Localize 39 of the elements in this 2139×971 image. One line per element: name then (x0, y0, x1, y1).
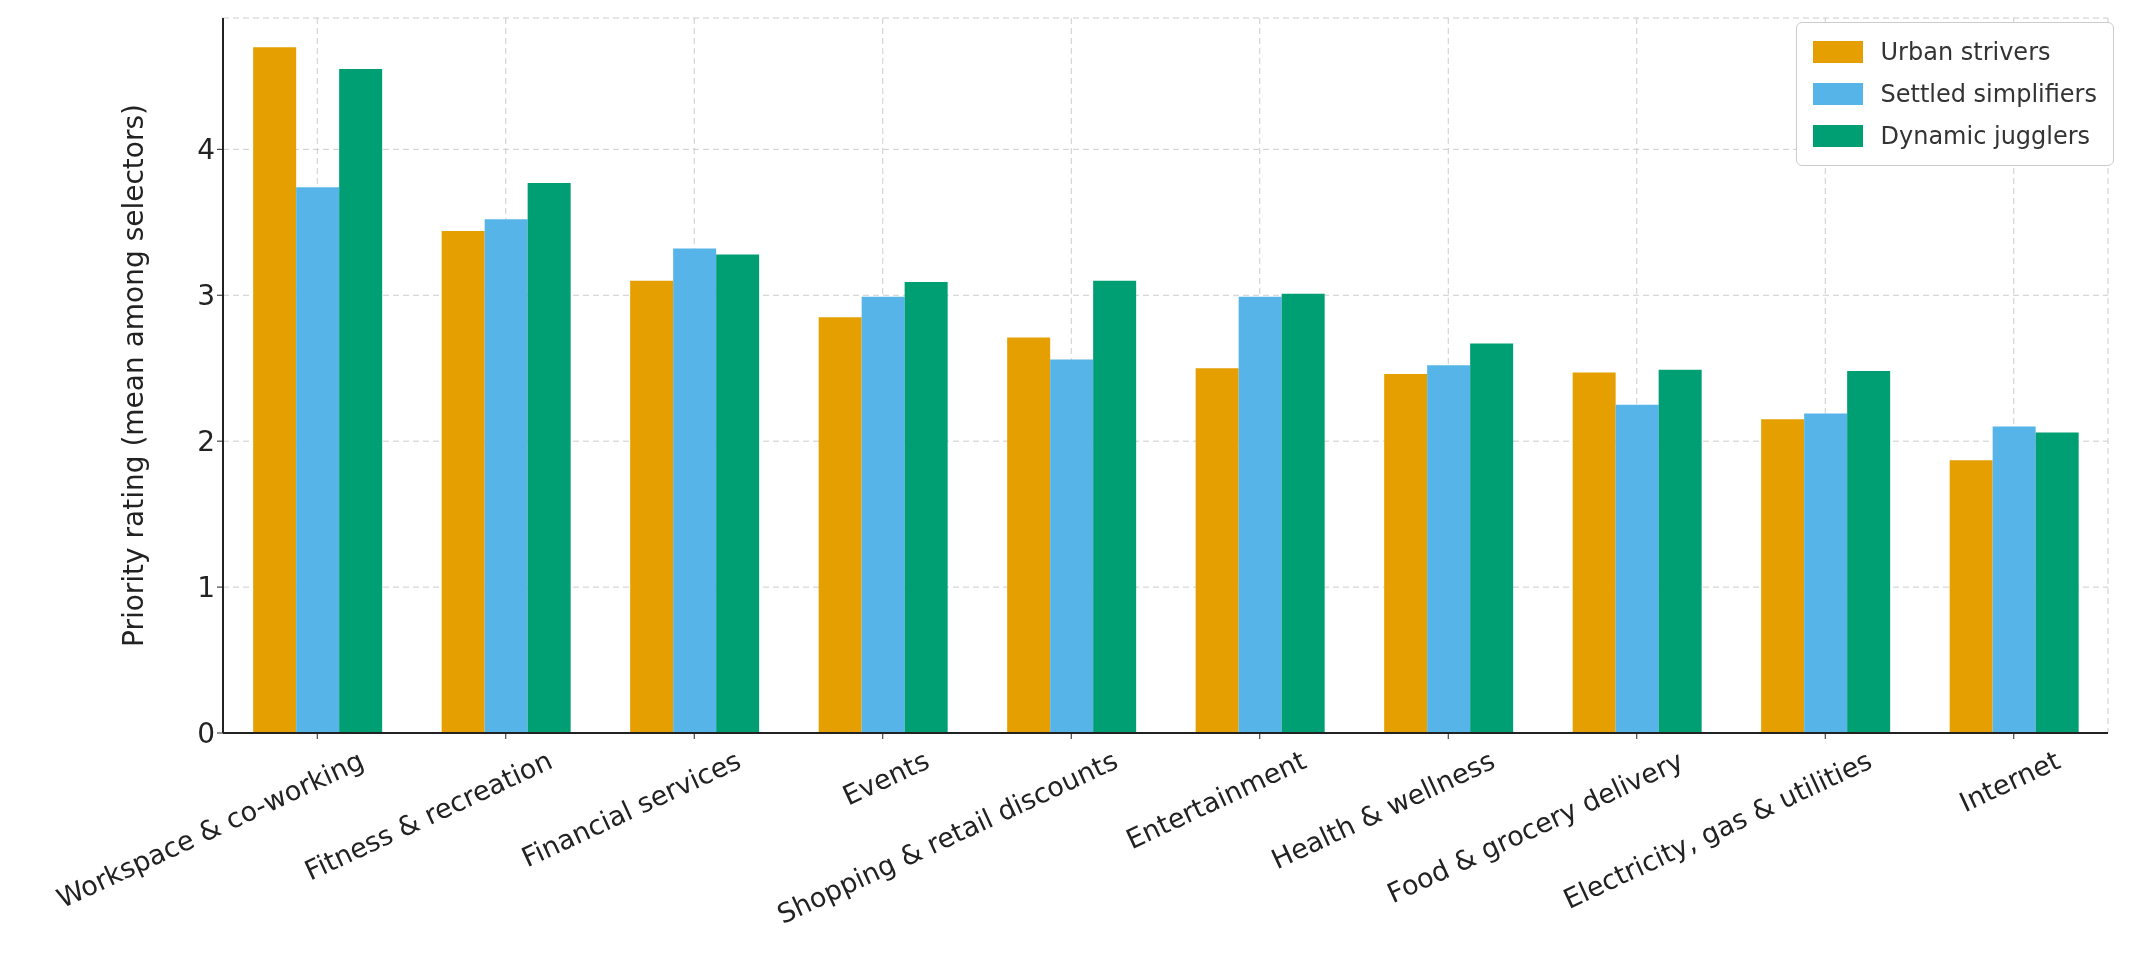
bar (630, 280, 674, 733)
bar (296, 187, 340, 733)
bar (253, 47, 297, 733)
legend-label: Urban strivers (1880, 38, 2051, 66)
bar (1384, 374, 1428, 733)
bar (1804, 413, 1848, 733)
legend-label: Dynamic jugglers (1880, 122, 2091, 150)
bar (1615, 404, 1659, 733)
bar (1761, 419, 1805, 733)
bar (484, 219, 528, 733)
bar (904, 282, 948, 733)
bar (1992, 426, 2036, 733)
bar (1093, 280, 1137, 733)
y-tick-label: 3 (197, 279, 215, 313)
y-tick-label: 4 (197, 133, 215, 167)
bar (1949, 460, 1993, 733)
bar (1195, 368, 1239, 733)
bar (1007, 337, 1051, 733)
bar (441, 231, 485, 733)
legend-label: Settled simplifiers (1880, 80, 2097, 108)
bar (339, 69, 383, 733)
bar (1470, 343, 1514, 733)
bar (673, 248, 717, 733)
bar (1281, 293, 1325, 733)
bar (716, 254, 760, 733)
bar (1658, 369, 1702, 733)
bar (818, 317, 862, 733)
y-axis-title: Priority rating (mean among selectors) (116, 104, 150, 647)
bar (1572, 372, 1616, 733)
y-tick-label: 0 (197, 716, 215, 750)
bar (1847, 371, 1891, 733)
bar (2035, 432, 2079, 733)
bar (1427, 365, 1471, 733)
y-tick-label: 1 (197, 571, 215, 605)
bar (1238, 296, 1282, 733)
bar (527, 182, 571, 733)
bar (861, 296, 905, 733)
y-tick-label: 2 (197, 425, 215, 459)
bar (1050, 359, 1094, 733)
